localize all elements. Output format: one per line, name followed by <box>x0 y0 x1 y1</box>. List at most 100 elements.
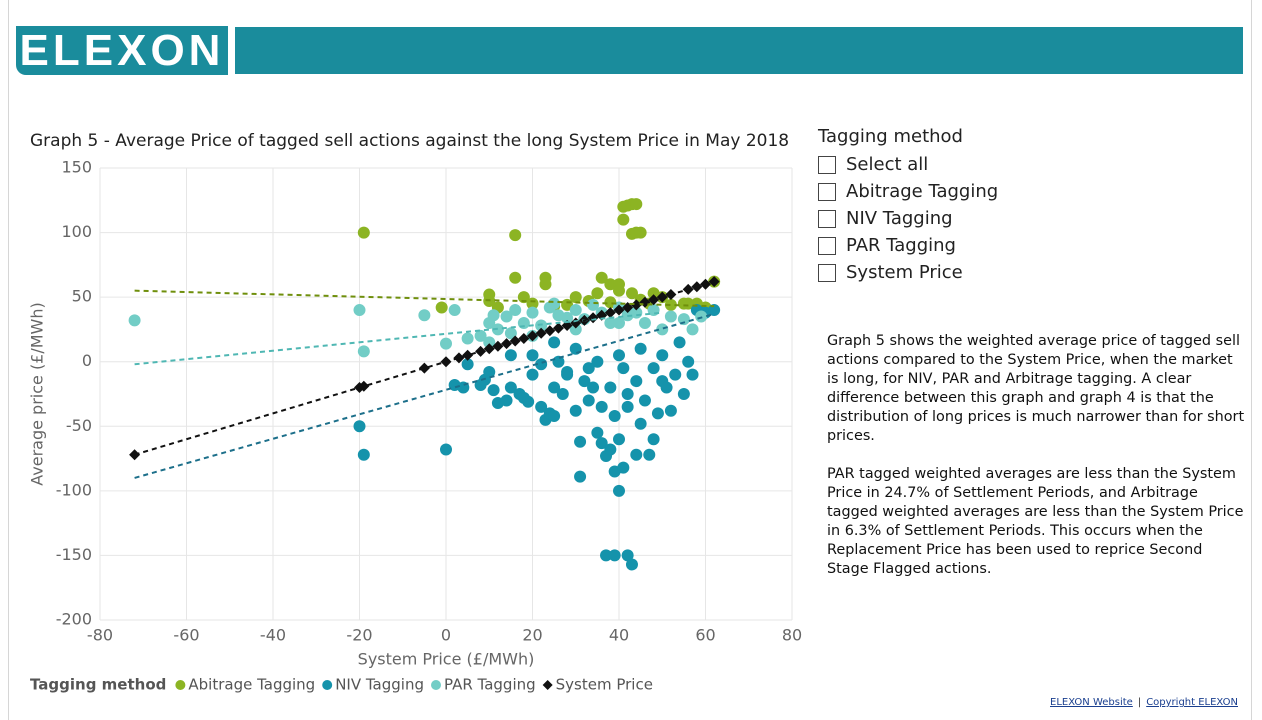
point <box>509 304 522 317</box>
point <box>128 314 141 327</box>
header-bar <box>235 27 1243 74</box>
slicer-option[interactable]: Select all <box>818 151 998 178</box>
legend-item[interactable]: Abitrage Tagging <box>175 676 315 694</box>
logo[interactable]: ELEXON <box>16 26 228 75</box>
point <box>634 417 647 430</box>
point <box>617 213 630 226</box>
paragraph: Graph 5 shows the weighted average price… <box>827 333 1245 444</box>
point <box>440 337 452 350</box>
point <box>656 349 669 362</box>
point <box>708 276 720 288</box>
option-label[interactable]: Select all <box>846 154 929 175</box>
point <box>504 381 517 394</box>
point <box>500 310 513 323</box>
point <box>660 381 673 394</box>
option-label[interactable]: Abitrage Tagging <box>846 181 999 202</box>
point <box>548 336 561 349</box>
trend-line <box>134 280 715 456</box>
point <box>664 310 677 323</box>
page-frame <box>8 0 1252 720</box>
x-tick-label: 20 <box>522 626 542 645</box>
legend-item[interactable]: PAR Tagging <box>431 676 536 694</box>
point <box>569 304 582 317</box>
slicer-option[interactable]: NIV Tagging <box>818 205 998 232</box>
point <box>695 310 708 323</box>
checkbox[interactable] <box>818 236 836 255</box>
point <box>604 278 617 291</box>
point <box>600 549 613 562</box>
link[interactable]: ELEXON Website <box>1050 697 1133 708</box>
point <box>664 404 677 417</box>
point <box>621 400 634 413</box>
y-tick-label: -100 <box>56 480 92 499</box>
slicer-option[interactable]: System Price <box>818 259 998 286</box>
point <box>677 313 690 326</box>
slicer: Tagging method Select all Abitrage Taggin… <box>818 126 998 286</box>
point <box>669 368 682 381</box>
x-axis-label: System Price (£/MWh) <box>358 650 535 669</box>
point <box>595 271 608 284</box>
point <box>517 291 530 304</box>
point <box>682 355 695 368</box>
point <box>591 355 604 368</box>
trend-line <box>134 311 663 366</box>
legend-item[interactable]: System Price <box>542 676 653 694</box>
point <box>418 309 431 322</box>
legend-marker <box>322 680 333 690</box>
option-label[interactable]: NIV Tagging <box>846 208 953 229</box>
legend-label: Abitrage Tagging <box>188 676 315 694</box>
point <box>630 198 643 211</box>
point <box>604 296 617 309</box>
point <box>522 395 535 408</box>
paragraph: PAR tagged weighted averages are less th… <box>827 466 1244 577</box>
point <box>357 226 370 239</box>
option-label[interactable]: PAR Tagging <box>846 235 956 256</box>
y-tick-label: 0 <box>82 351 92 370</box>
point <box>647 362 660 375</box>
x-tick-label: -60 <box>173 626 199 645</box>
x-tick-label: -80 <box>87 626 113 645</box>
point <box>638 394 651 407</box>
point <box>504 349 517 362</box>
x-tick-label: 40 <box>609 626 629 645</box>
point <box>453 352 465 364</box>
point <box>539 278 552 291</box>
point <box>435 301 448 314</box>
point <box>548 381 561 394</box>
point <box>673 336 686 349</box>
point <box>358 380 370 392</box>
point <box>548 297 561 310</box>
point <box>509 271 522 284</box>
y-tick-label: -150 <box>56 545 92 564</box>
chart: Graph 5 - Average Price of tagged sell a… <box>28 131 803 694</box>
slicer-option[interactable]: PAR Tagging <box>818 232 998 259</box>
point <box>582 362 595 375</box>
point <box>418 362 430 374</box>
point <box>643 448 656 461</box>
point <box>591 426 604 439</box>
point <box>535 400 548 413</box>
point <box>625 558 638 571</box>
y-axis-label: Average price (£/MWh) <box>28 302 47 486</box>
point <box>569 323 582 336</box>
checkbox[interactable] <box>818 182 836 201</box>
point <box>552 355 565 368</box>
checkbox[interactable] <box>818 155 836 174</box>
checkbox[interactable] <box>818 209 836 228</box>
point <box>608 549 621 562</box>
checkbox[interactable] <box>818 263 836 282</box>
slicer-options: Select all Abitrage Tagging NIV Tagging PAR… <box>818 151 998 286</box>
point <box>569 291 582 304</box>
legend-item[interactable]: NIV Tagging <box>322 676 424 694</box>
x-tick-label: -40 <box>260 626 286 645</box>
slicer-option[interactable]: Abitrage Tagging <box>818 178 998 205</box>
point <box>582 394 595 407</box>
point <box>448 304 461 317</box>
legend-title: Tagging method <box>30 676 166 694</box>
point <box>587 298 600 311</box>
point <box>634 226 647 239</box>
y-tick-label: -50 <box>66 416 92 435</box>
option-label[interactable]: System Price <box>846 262 963 283</box>
point <box>604 443 617 456</box>
link[interactable]: Copyright ELEXON <box>1146 697 1238 708</box>
